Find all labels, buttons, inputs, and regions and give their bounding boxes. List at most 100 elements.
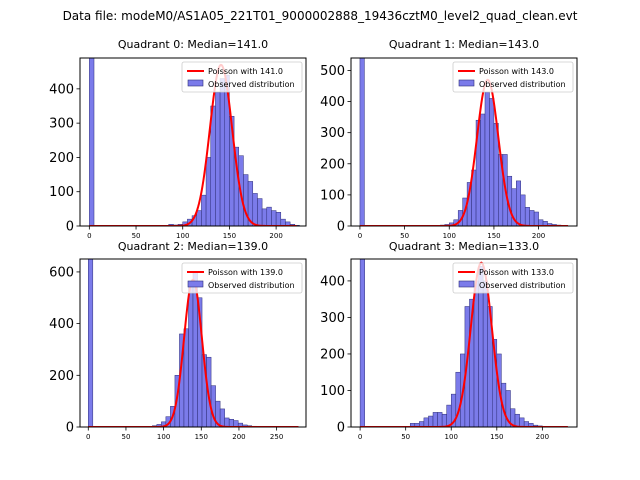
quadrant-0-xtick-label: 100	[176, 232, 189, 240]
quadrant-1-legend-poisson-label: Poisson with 143.0	[479, 67, 554, 76]
quadrant-3-ytick-label: 0	[337, 421, 345, 436]
quadrant-0-xtick-label: 200	[269, 232, 282, 240]
quadrant-0-panel: Quadrant 0: Median=141.0 0 100 200 300 400 0 5…	[49, 38, 307, 240]
quadrant-1-axes-frame	[350, 57, 578, 227]
quadrant-1-histogram-bar	[533, 211, 539, 226]
quadrant-2-histogram-bar	[219, 408, 225, 427]
quadrant-3-ytick-label: 400	[320, 274, 345, 289]
quadrant-0-xtick-label: 150	[223, 232, 236, 240]
quadrant-2-legend-poisson-label: Poisson with 139.0	[208, 268, 283, 277]
quadrant-0-histogram-bar	[275, 212, 282, 226]
quadrant-2-xtick-label: 150	[195, 433, 208, 441]
quadrant-2-histogram-bar	[188, 282, 194, 427]
quadrant-2-legend-observed-label: Observed distribution	[208, 281, 295, 290]
quadrant-3-histogram-bar	[432, 412, 438, 427]
quadrant-3-axes-frame	[350, 258, 578, 428]
quadrant-0-title: Quadrant 0: Median=141.0	[118, 38, 268, 51]
quadrant-3-legend-observed-label: Observed distribution	[479, 281, 566, 290]
quadrant-0-histogram-bar	[210, 105, 216, 226]
quadrant-2-histogram-bar	[224, 417, 230, 427]
quadrant-0-histogram-bar	[261, 208, 268, 226]
quadrant-3-legend-bar-swatch	[458, 280, 475, 288]
quadrant-2-xtick-label: 100	[157, 433, 170, 441]
quadrant-0-xtick-label: 50	[132, 232, 141, 240]
quadrant-0-axes-frame	[79, 57, 307, 227]
quadrant-1-legend-bar-swatch	[458, 79, 475, 87]
quadrant-3-histogram-bar	[473, 280, 479, 427]
quadrant-1-histogram-bar	[520, 194, 526, 226]
quadrant-2-xtick-label: 250	[270, 433, 283, 441]
quadrant-3-xtick-label: 100	[445, 433, 458, 441]
quadrant-0-legend-poisson-label: Poisson with 141.0	[208, 67, 283, 76]
quadrant-1-xtick-label: 100	[443, 232, 456, 240]
quadrant-2-panel: Quadrant 2: Median=139.0 0 200 400 600 0 50 10…	[49, 240, 307, 441]
quadrant-3-legend-box	[452, 262, 574, 294]
quadrant-0-histogram-bar	[266, 206, 272, 226]
quadrant-0-ytick-label: 400	[49, 82, 74, 97]
quadrant-3-ytick-label: 300	[320, 311, 345, 326]
quadrant-0-histogram-bar	[280, 218, 286, 226]
quadrant-3-legend: Poisson with 133.0 Observed distribution	[452, 262, 574, 294]
quadrant-1-ytick-label: 0	[337, 220, 345, 235]
quadrant-0-histogram-bar	[201, 194, 207, 226]
quadrant-1-xtick-label: 150	[487, 232, 500, 240]
quadrant-2-ytick-label: 600	[49, 265, 74, 280]
quadrant-3-xtick-label: 50	[401, 433, 410, 441]
quadrant-1-ytick-label: 400	[320, 95, 345, 110]
quadrant-2-xtick-label: 200	[232, 433, 245, 441]
quadrant-3-panel: Quadrant 3: Median=133.0 0 100 200 300 400 0 5…	[320, 240, 578, 441]
quadrant-2-legend: Poisson with 139.0 Observed distribution	[181, 262, 303, 294]
quadrant-2-legend-bar-swatch	[187, 280, 204, 288]
quadrant-3-histogram-bar	[437, 412, 443, 427]
quadrant-2-title: Quadrant 2: Median=139.0	[118, 240, 268, 253]
quadrant-3-ytick-label: 100	[320, 384, 345, 399]
quadrant-0-legend-bar-swatch	[187, 79, 204, 87]
quadrant-0-ytick-label: 300	[49, 117, 74, 132]
quadrant-0-legend-observed-label: Observed distribution	[208, 80, 295, 89]
quadrant-1-legend: Poisson with 143.0 Observed distribution	[452, 61, 574, 93]
quadrant-0-histogram-bar	[89, 58, 95, 226]
quadrant-1-histogram-bar	[359, 58, 365, 226]
quadrant-1-legend-observed-label: Observed distribution	[479, 80, 566, 89]
quadrant-3-histogram-bar	[428, 415, 434, 427]
quadrant-1-xtick-label: 50	[400, 232, 409, 240]
quadrant-0-histogram-bar	[257, 198, 263, 226]
quadrant-1-histogram-bar	[524, 207, 530, 226]
quadrant-3-xtick-label: 0	[358, 433, 362, 441]
quadrant-1-histogram-bar	[489, 98, 495, 226]
quadrant-0-histogram-bar	[205, 157, 211, 226]
quadrant-3-legend-poisson-label: Poisson with 133.0	[479, 268, 554, 277]
quadrant-2-axes-frame	[79, 258, 307, 428]
quadrant-0-histogram-bar	[252, 193, 258, 226]
quadrant-1-histogram-bar	[484, 91, 490, 226]
quadrant-1-histogram-bar	[529, 210, 535, 226]
quadrant-3-histogram-bar	[359, 259, 365, 427]
quadrant-0-ytick-label: 0	[66, 220, 74, 235]
quadrant-3-ytick-label: 200	[320, 347, 345, 362]
quadrant-3-histogram-bar	[441, 413, 447, 427]
quadrant-2-ytick-label: 0	[66, 421, 74, 436]
quadrant-1-ytick-label: 500	[320, 64, 345, 79]
quadrant-0-ytick-label: 200	[49, 151, 74, 166]
quadrant-3-histogram-bar	[514, 413, 520, 427]
quadrant-3-histogram-bar	[423, 417, 429, 427]
figure-suptitle: Data file: modeM0/AS1A05_221T01_90000028…	[63, 9, 578, 23]
quadrant-2-histogram-bar	[228, 418, 234, 427]
quadrant-0-histogram-bar	[219, 78, 226, 226]
quadrant-3-xtick-label: 200	[536, 433, 549, 441]
quadrant-1-xtick-label: 200	[532, 232, 545, 240]
quadrant-1-ytick-label: 100	[320, 188, 345, 203]
quadrant-3-xtick-label: 150	[490, 433, 503, 441]
quadrant-2-histogram-bar	[88, 259, 94, 427]
quadrant-2-legend-box	[181, 262, 303, 294]
quadrant-1-xtick-label: 0	[358, 232, 362, 240]
quadrant-0-legend: Poisson with 141.0 Observed distribution	[181, 61, 303, 93]
quadrant-1-legend-box	[452, 61, 574, 93]
quadrant-2-histogram-bar	[183, 328, 189, 427]
quadrant-1-panel: Quadrant 1: Median=143.0 0 100 200 300 400 50…	[320, 38, 578, 240]
quadrant-0-legend-box	[181, 61, 303, 93]
quadrant-3-histogram-bar	[519, 417, 525, 427]
quadrant-2-ytick-label: 200	[49, 369, 74, 384]
quadrant-0-histogram-bar	[215, 92, 221, 226]
